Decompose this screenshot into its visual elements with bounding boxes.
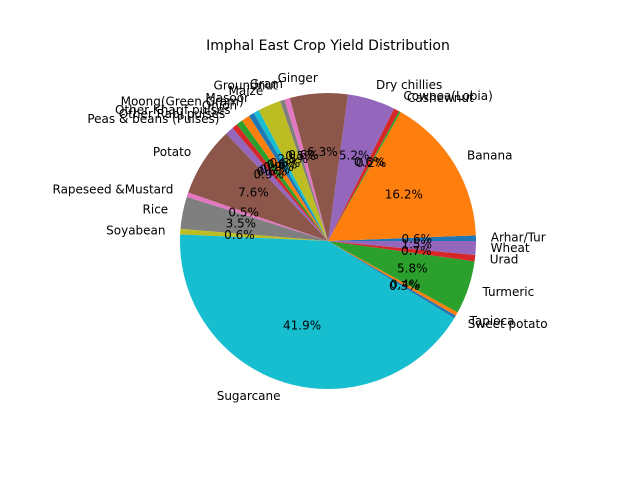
slice-dry-chillies: [328, 94, 395, 242]
slice-label-wheat: Wheat: [491, 241, 530, 255]
slice-maize: [258, 101, 328, 242]
slice-label-groundnut: Groundnut: [214, 79, 278, 93]
slice-label-onion: Onion: [202, 98, 237, 112]
slice-rapeseed-mustard: [186, 192, 328, 241]
slice-label-other-rabi-pulses: Other Rabi pulses: [119, 107, 226, 121]
slice-rice: [180, 196, 328, 241]
slice-ginger: [289, 93, 348, 241]
slice-label-masoor: Masoor: [205, 91, 249, 105]
slice-banana: [328, 112, 476, 241]
slice-percent-tapioca: 0.4%: [390, 277, 421, 291]
slice-percent-banana: 16.2%: [385, 187, 423, 201]
slice-label-moong-green-gram: Moong(Green Gram): [121, 94, 244, 108]
slice-percent-moong-green-gram: 0.6%: [267, 158, 298, 172]
slice-label-ginger: Ginger: [278, 71, 318, 85]
slice-percent-gram: 0.6%: [288, 148, 319, 162]
slice-percent-groundnut: 0.5%: [285, 149, 316, 163]
slice-percent-turmeric: 5.8%: [397, 262, 428, 276]
slice-peas-beans-pulses: [226, 127, 328, 241]
slice-percent-rapeseed-mustard: 0.5%: [228, 206, 259, 220]
slice-labels: Arhar/Tur Banana CashewnutCowpea(Lobia)Dry…: [53, 71, 548, 403]
slice-label-peas-beans-pulses: Peas & beans (Pulses): [87, 112, 219, 126]
slice-percent-other-rabi-pulses: 0.6%: [257, 165, 288, 179]
slice-percent-masoor: 0.6%: [270, 156, 301, 170]
slice-percent-arhar-tur: 0.6%: [402, 232, 433, 246]
slice-wheat: [328, 241, 476, 255]
slice-percent-sugarcane: 41.9%: [283, 318, 321, 332]
slice-onion: [241, 115, 328, 241]
slice-label-urad: Urad: [490, 252, 519, 266]
slice-label-rice: Rice: [143, 202, 169, 216]
slice-percent-maize: 2.5%: [277, 152, 308, 166]
slice-arhar-tur: [328, 235, 476, 241]
slice-percent-other-kharif-pulses: 0.7%: [260, 162, 291, 176]
slice-label-banana: Banana: [467, 149, 513, 163]
slice-percent-potato: 7.6%: [238, 185, 269, 199]
slice-moong-green-gram: [248, 112, 328, 241]
slice-percent-peas-beans-pulses: 0.9%: [254, 167, 285, 181]
slice-percent-cashewnut: 0.2%: [356, 156, 387, 170]
slice-label-arhar-tur: Arhar/Tur: [491, 230, 546, 244]
slice-label-soyabean: Soyabean: [106, 223, 165, 237]
slice-label-potato: Potato: [153, 145, 191, 159]
slice-label-other-kharif-pulses: Other Kharif pulses: [115, 103, 230, 117]
slice-tapioca: [328, 241, 458, 316]
slice-urad: [328, 241, 476, 262]
slice-potato: [188, 133, 328, 241]
slice-label-cashewnut: Cashewnut: [407, 91, 474, 105]
slice-sugarcane: [180, 234, 455, 389]
slice-label-cowpea-lobia: Cowpea(Lobia): [403, 89, 492, 103]
slice-percent-urad: 0.7%: [401, 244, 432, 258]
slice-cowpea-lobia: [328, 108, 400, 241]
chart-title: Imphal East Crop Yield Distribution: [206, 38, 450, 54]
slice-label-sugarcane: Sugarcane: [217, 389, 281, 403]
slice-percent-dry-chillies: 5.2%: [339, 149, 370, 163]
slice-percent-onion: 0.9%: [263, 160, 294, 174]
slice-label-sweet-potato: Sweet potato: [468, 317, 548, 331]
slice-gram: [284, 98, 328, 241]
slice-percent-sweet-potato: 0.3%: [389, 279, 420, 293]
slice-other-rabi-pulses: [232, 124, 328, 241]
slice-label-tapioca: Tapioca: [469, 314, 515, 328]
slice-percent-soyabean: 0.6%: [224, 228, 255, 242]
slice-sweet-potato: [328, 241, 456, 319]
slice-masoor: [253, 110, 328, 242]
slice-percent-labels: 0.6%16.2%0.2%0.6%5.2%6.3%0.6%0.5%2.5%0.6…: [224, 145, 432, 333]
slice-label-rapeseed-mustard: Rapeseed &Mustard: [53, 183, 174, 197]
slice-cashewnut: [328, 111, 401, 241]
slice-percent-cowpea-lobia: 0.6%: [354, 155, 385, 169]
slice-turmeric: [328, 241, 475, 313]
slice-other-kharif-pulses: [236, 120, 328, 241]
pie-slices: [180, 93, 476, 389]
slice-percent-wheat: 1.5%: [401, 238, 432, 252]
slice-label-turmeric: Turmeric: [481, 285, 534, 299]
slice-label-dry-chillies: Dry chillies: [376, 78, 442, 92]
slice-label-gram: Gram: [250, 77, 283, 91]
slice-soyabean: [180, 228, 328, 241]
slice-percent-rice: 3.5%: [226, 217, 257, 231]
slice-label-maize: Maize: [228, 84, 263, 98]
slice-groundnut: [279, 99, 328, 241]
slice-percent-ginger: 6.3%: [307, 145, 338, 159]
